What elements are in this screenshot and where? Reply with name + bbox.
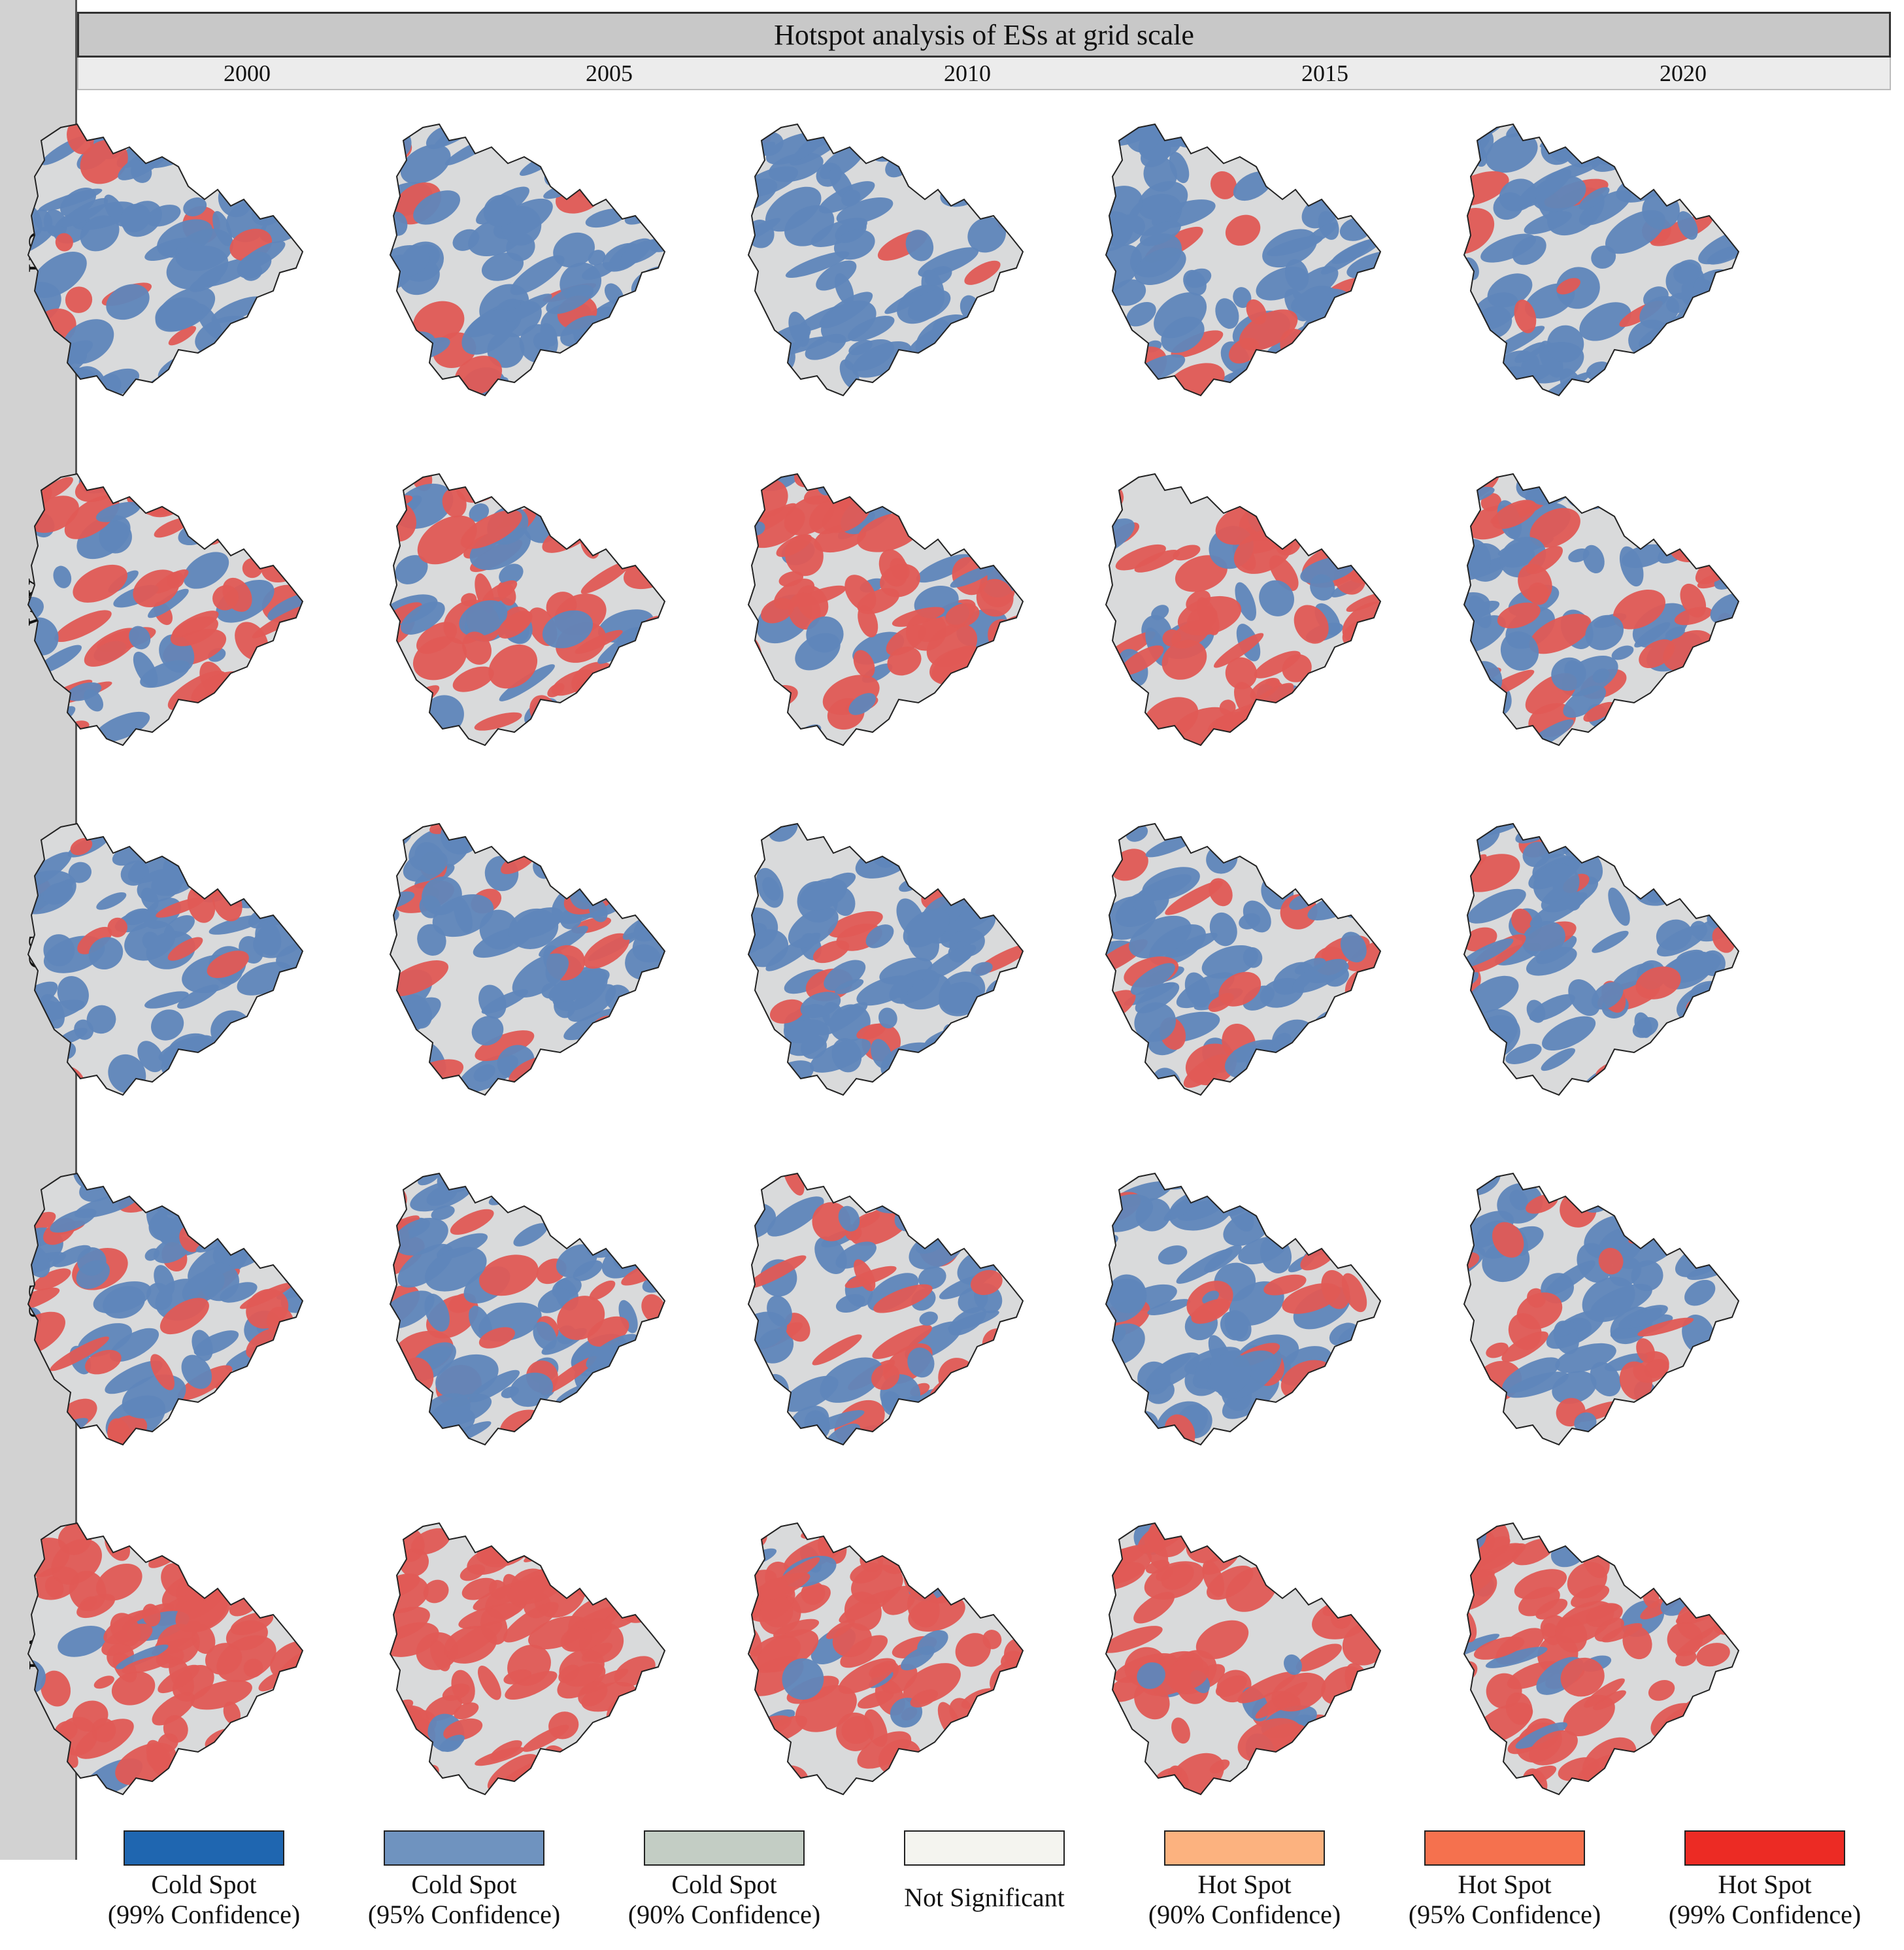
hotspot-map-la-2020 (1451, 1500, 1758, 1801)
hotspot-map-hq-2010 (735, 101, 1043, 402)
year-label: 2010 (944, 60, 991, 86)
legend-label: Cold Spot (151, 1870, 257, 1899)
legend-swatch (904, 1830, 1065, 1866)
year-label: 2005 (586, 60, 633, 86)
hotspot-map-wy-2000 (15, 451, 322, 752)
legend-label: Cold Spot (411, 1870, 517, 1899)
legend-sublabel: (99% Confidence) (1668, 1900, 1862, 1929)
hotspot-map-sc-2015 (1093, 1151, 1400, 1451)
legend-item: Cold Spot (99% Confidence) (86, 1830, 322, 1930)
hotspot-map-sc-2005 (377, 1151, 684, 1451)
year-label: 2000 (224, 60, 271, 86)
hotspot-map-cs-2015 (1093, 801, 1400, 1101)
hotspot-map-la-2005 (377, 1500, 684, 1801)
hotspot-map-hq-2000 (15, 101, 322, 402)
legend-sublabel: (99% Confidence) (107, 1900, 301, 1929)
hotspot-map-cs-2020 (1451, 801, 1758, 1101)
legend-swatch (1424, 1830, 1585, 1866)
hotspot-map-wy-2020 (1451, 451, 1758, 752)
hotspot-map-wy-2015 (1093, 451, 1400, 752)
legend-item: Hot Spot (95% Confidence) (1387, 1830, 1622, 1930)
legend-item: Hot Spot (99% Confidence) (1647, 1830, 1882, 1930)
hotspot-map-cs-2010 (735, 801, 1043, 1101)
legend-item: Cold Spot (90% Confidence) (607, 1830, 842, 1930)
figure-title-text: Hotspot analysis of ESs at grid scale (774, 18, 1194, 51)
hotspot-map-sc-2020 (1451, 1151, 1758, 1451)
legend-swatch (1164, 1830, 1325, 1866)
legend-sublabel: (95% Confidence) (1408, 1900, 1601, 1929)
year-label: 2020 (1660, 60, 1707, 86)
legend-sublabel: (95% Confidence) (367, 1900, 561, 1929)
hotspot-map-hq-2020 (1451, 101, 1758, 402)
year-header: 2000 2005 2010 2015 2020 (77, 58, 1891, 90)
legend-item: Not Significant (867, 1830, 1102, 1913)
legend-label: Not Significant (904, 1883, 1065, 1912)
figure-title: Hotspot analysis of ESs at grid scale (77, 12, 1891, 58)
legend-item: Cold Spot (95% Confidence) (346, 1830, 582, 1930)
hotspot-map-la-2010 (735, 1500, 1043, 1801)
legend-swatch (124, 1830, 284, 1866)
year-label: 2015 (1301, 60, 1348, 86)
hotspot-map-sc-2000 (15, 1151, 322, 1451)
legend-sublabel: (90% Confidence) (627, 1900, 821, 1929)
legend-sublabel: (90% Confidence) (1148, 1900, 1341, 1929)
legend-label: Hot Spot (1718, 1870, 1812, 1899)
hotspot-map-hq-2015 (1093, 101, 1400, 402)
hotspot-map-cs-2000 (15, 801, 322, 1101)
hotspot-map-la-2000 (15, 1500, 322, 1801)
legend-swatch (384, 1830, 544, 1866)
legend-label: Hot Spot (1197, 1870, 1292, 1899)
legend-swatch (644, 1830, 805, 1866)
hotspot-map-hq-2005 (377, 101, 684, 402)
hotspot-map-sc-2010 (735, 1151, 1043, 1451)
hotspot-map-cs-2005 (377, 801, 684, 1101)
legend-label: Cold Spot (671, 1870, 777, 1899)
hotspot-map-wy-2010 (735, 451, 1043, 752)
legend-item: Hot Spot (90% Confidence) (1127, 1830, 1362, 1930)
legend-label: Hot Spot (1458, 1870, 1552, 1899)
hotspot-map-wy-2005 (377, 451, 684, 752)
hotspot-map-la-2015 (1093, 1500, 1400, 1801)
legend-swatch (1684, 1830, 1845, 1866)
